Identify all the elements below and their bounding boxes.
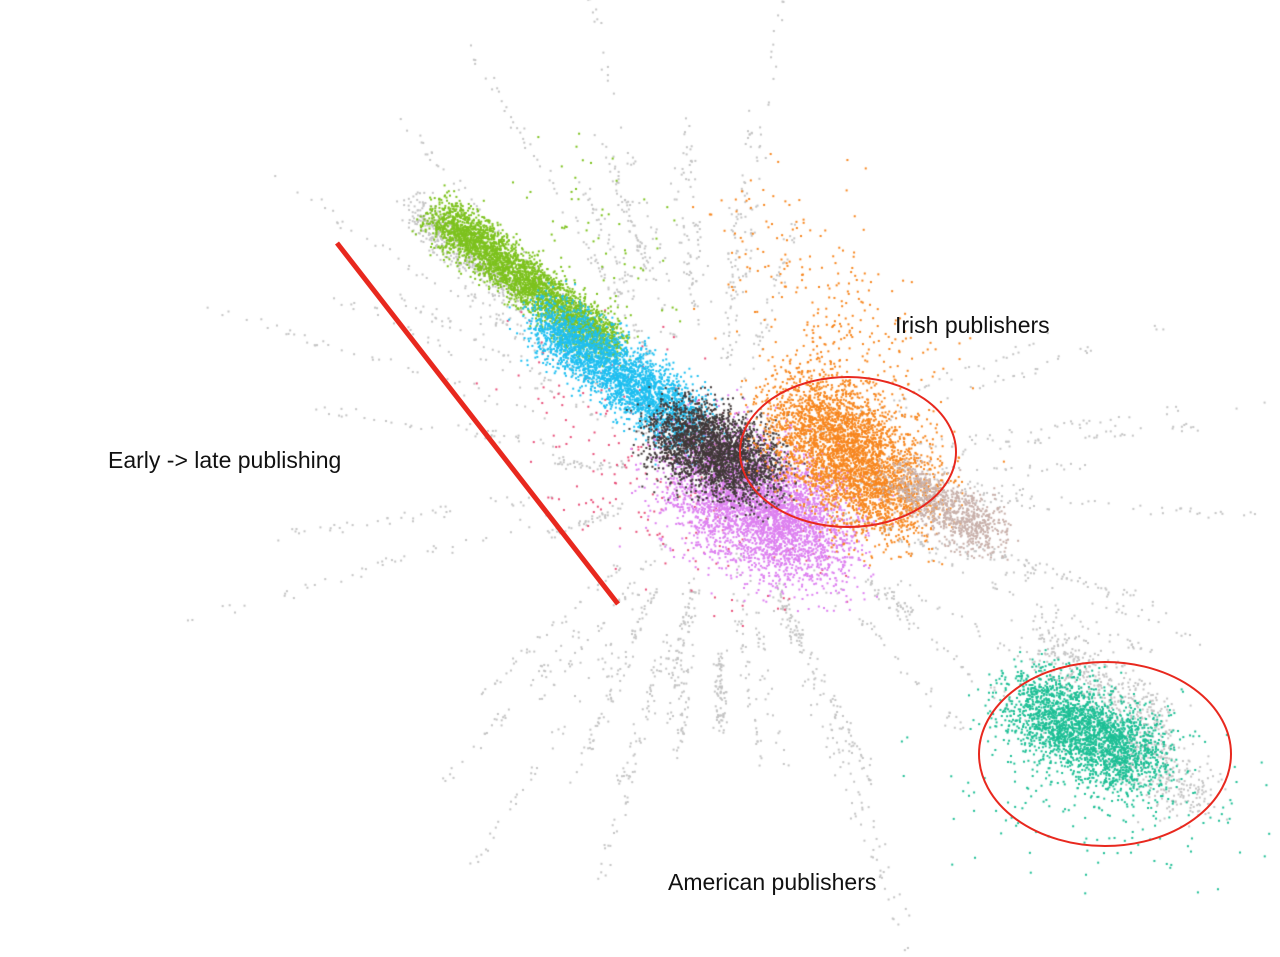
- american-cluster-ellipse: [978, 661, 1232, 847]
- irish-cluster-ellipse: [739, 376, 957, 528]
- early-late-trend-line: [335, 241, 620, 606]
- irish-publishers-label: Irish publishers: [895, 312, 1050, 338]
- american-publishers-label: American publishers: [668, 869, 877, 895]
- early-late-publishing-label: Early -> late publishing: [108, 447, 342, 473]
